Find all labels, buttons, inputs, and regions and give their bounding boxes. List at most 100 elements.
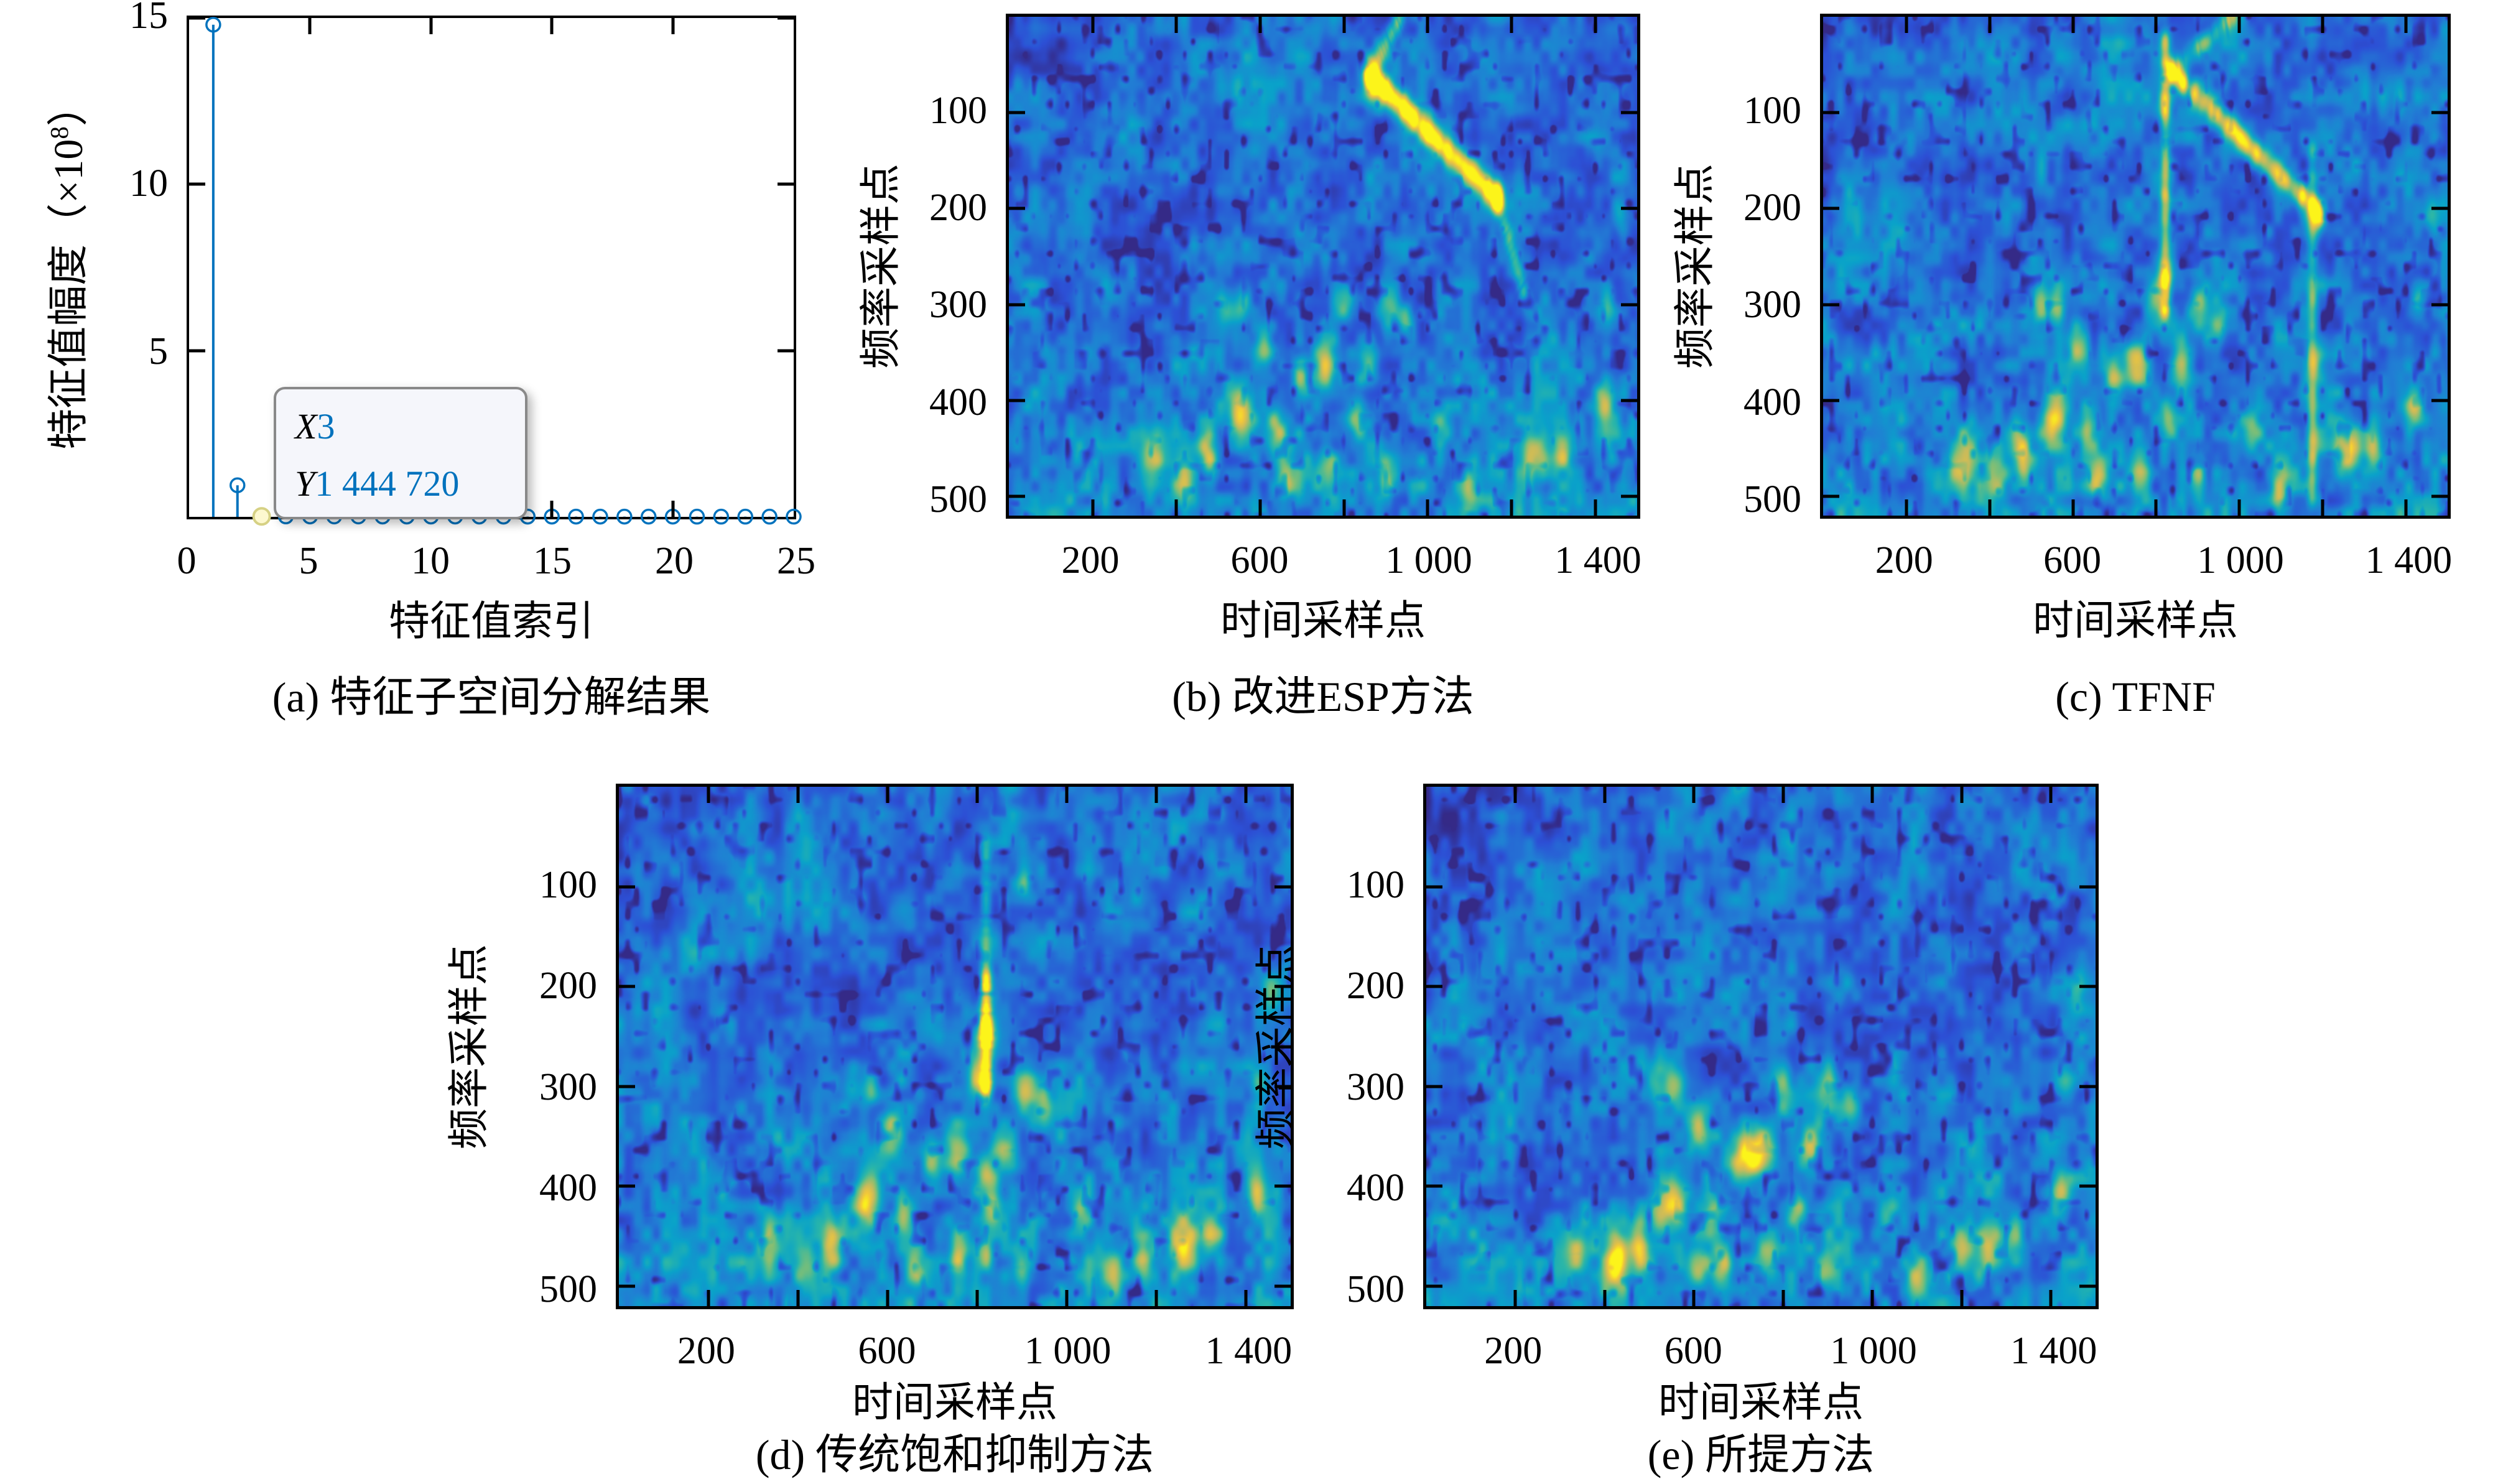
y-axis-label: 频率采样点 [858, 164, 904, 369]
y-axis-label-text: 特征值幅度（×10 [46, 139, 91, 450]
tick-mark [1426, 499, 1429, 516]
tick-mark [1870, 1290, 1874, 1306]
tick-mark [1960, 787, 1964, 803]
x-tick-label: 600 [1230, 539, 1289, 582]
tick-mark [619, 1284, 635, 1288]
tick-mark [1009, 111, 1025, 114]
x-axis-label: 时间采样点 [1220, 598, 1426, 644]
data-tip-y-row: Y1 444 720 [295, 455, 525, 512]
tick-mark [2431, 111, 2448, 114]
tick-mark [550, 18, 554, 34]
tick-mark [1692, 787, 1696, 803]
tick-mark [1692, 1290, 1696, 1306]
tick-mark [1905, 17, 1908, 33]
tick-mark [1513, 1290, 1517, 1306]
heatmap-plot-area [1006, 14, 1640, 519]
tick-mark [1905, 499, 1908, 516]
tick-mark [796, 787, 800, 803]
y-tick-label: 15 [129, 0, 168, 37]
y-tick-label: 200 [1743, 187, 1801, 230]
tick-mark [2049, 1290, 2053, 1306]
tick-mark [1426, 1284, 1442, 1288]
y-axis-label: 频率采样点 [1254, 944, 1299, 1149]
tick-mark [1275, 885, 1291, 889]
y-tick-label: 200 [1347, 965, 1405, 1007]
tick-mark [2049, 787, 2053, 803]
x-tick-label: 1 000 [1830, 1330, 1917, 1372]
data-tip: X3 Y1 444 720 [274, 387, 528, 519]
panel-b-improved-esp-spectrogram: 频率采样点 200 600 1 000 1 400 100 200 300 400 500 时… [858, 14, 1641, 718]
tick-mark [1594, 17, 1597, 33]
tick-mark [1426, 17, 1429, 33]
panel-c-tfnf-spectrogram: 频率采样点 200 600 1 000 1 400 100 200 300 400 500 时… [1673, 14, 2452, 718]
tick-mark [1275, 1284, 1291, 1288]
tick-mark [2431, 399, 2448, 402]
heatmap-plot-area [616, 784, 1294, 1309]
y-axis-label: 频率采样点 [447, 944, 492, 1149]
y-tick-label: 400 [1743, 381, 1801, 424]
y-axis-label-text: 频率采样点 [1673, 164, 1718, 369]
y-axis-label-exponent: 8 [45, 126, 73, 139]
tick-mark [1823, 303, 1839, 307]
tick-mark [619, 885, 635, 889]
tick-mark [886, 787, 889, 803]
y-tick-label: 500 [539, 1268, 597, 1310]
tick-mark [1781, 787, 1785, 803]
stem-plot-area: X3 Y1 444 720 [187, 16, 802, 526]
tick-mark [1342, 499, 1346, 516]
x-axis-label: 时间采样点 [2033, 598, 2238, 644]
tick-mark [1621, 303, 1637, 307]
tick-mark [1960, 1290, 1964, 1306]
heatmap-plot-area [1423, 784, 2099, 1309]
tick-mark [1244, 787, 1248, 803]
tick-mark [2154, 17, 2158, 33]
subplot-caption: (b) 改进ESP方法 [1172, 673, 1474, 720]
x-axis-label: 特征值索引 [389, 599, 594, 644]
tick-mark [189, 16, 205, 20]
tick-mark [189, 349, 205, 353]
y-tick-label: 300 [929, 284, 987, 327]
tick-mark [1426, 1085, 1442, 1088]
tick-mark [1988, 17, 1992, 33]
tick-mark [778, 182, 794, 186]
x-tick-label: 1 000 [1385, 539, 1472, 582]
y-tick-label: 100 [1347, 863, 1405, 906]
tick-mark [778, 16, 794, 20]
tick-mark [619, 985, 635, 988]
x-tick-label: 1 000 [1024, 1330, 1112, 1372]
tick-mark [1510, 499, 1513, 516]
tick-mark [619, 1085, 635, 1088]
tick-mark [1594, 499, 1597, 516]
tick-mark [2079, 1284, 2096, 1288]
tick-mark [429, 18, 433, 34]
tick-mark [1275, 985, 1291, 988]
data-tip-x-row: X3 [295, 398, 525, 455]
tick-mark [2071, 499, 2075, 516]
tick-mark [975, 787, 979, 803]
tick-mark [2079, 885, 2096, 889]
tick-mark [1275, 1085, 1291, 1088]
spectrogram-canvas [1823, 17, 2448, 516]
x-tick-label: 600 [858, 1330, 916, 1372]
x-axis-label: 时间采样点 [852, 1380, 1057, 1426]
y-axis-label-text: 频率采样点 [858, 164, 904, 369]
x-tick-label: 600 [2043, 539, 2102, 582]
tick-mark [707, 787, 710, 803]
tick-mark [1174, 17, 1178, 33]
tick-mark [1823, 494, 1839, 498]
datatip-anchor-marker [252, 507, 271, 526]
tick-mark [1154, 1290, 1158, 1306]
tick-mark [1244, 1290, 1248, 1306]
tick-mark [1258, 499, 1262, 516]
tick-mark [1009, 303, 1025, 307]
y-axis-label: 频率采样点 [1673, 164, 1718, 369]
tick-mark [1065, 787, 1069, 803]
heatmap-plot-area [1820, 14, 2451, 519]
panel-d-traditional-saturation-spectrogram: 频率采样点 200 600 1 000 1 400 100 200 300 400 500 时… [447, 784, 1294, 1476]
tick-mark [1009, 494, 1025, 498]
tick-mark [1621, 494, 1637, 498]
tick-mark [1510, 17, 1513, 33]
y-tick-label: 400 [539, 1167, 597, 1209]
data-tip-x-label: X [295, 406, 317, 447]
y-tick-label: 100 [539, 863, 597, 906]
